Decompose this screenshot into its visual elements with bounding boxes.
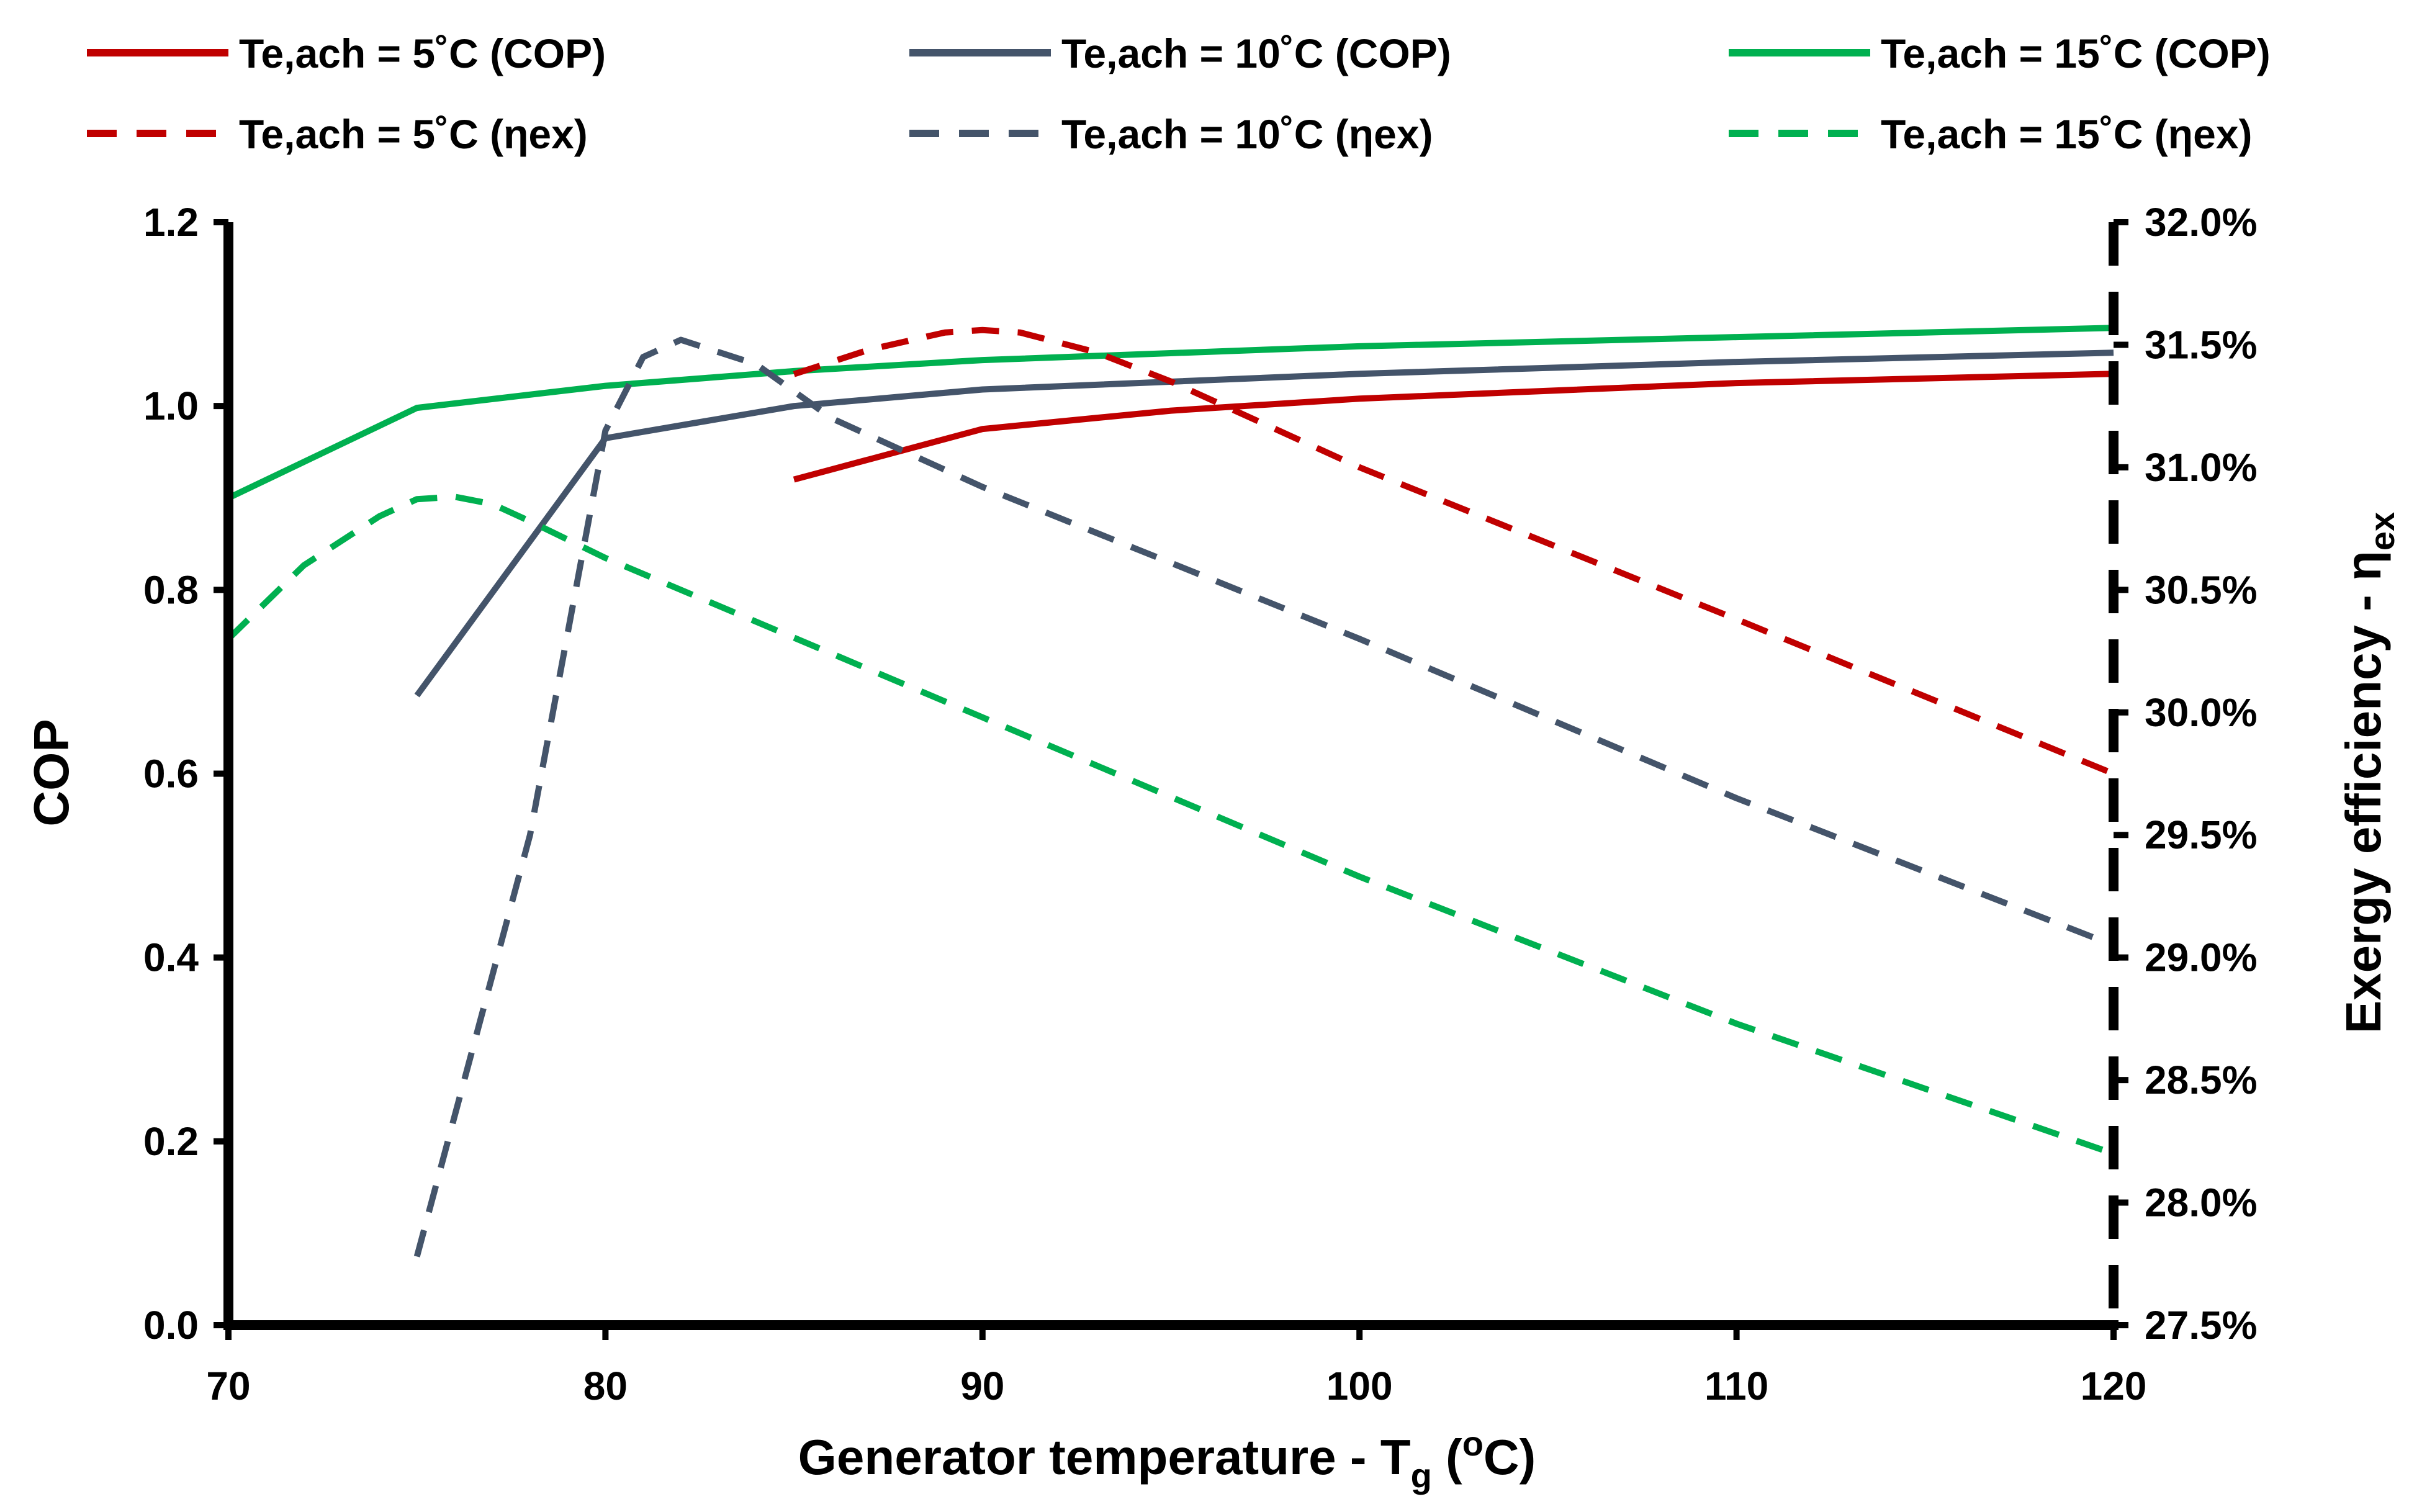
y-tick-label: 0.8 [143, 567, 199, 612]
legend-item-te-ach-10c-cop: Te,ach = 10˚C (COP) [909, 30, 1451, 76]
tick-labels: 0.0 0.2 0.4 0.6 0.8 1.0 1.2 27.5% 28.0% 28.5% 29.0… [143, 200, 2257, 1408]
legend-label: Te,ach = 5˚C (ηex) [239, 111, 588, 157]
x-tick-label: 80 [583, 1364, 628, 1408]
y2-tick-label: 29.5% [2145, 812, 2257, 857]
y2-axis-title: Exergy efficiency - ηex [2336, 512, 2402, 1033]
x-axis-title-unit-close: C) [1484, 1429, 1536, 1485]
y2-tick-label: 31.0% [2145, 445, 2257, 490]
legend-item-te-ach-5c-cop: Te,ach = 5˚C (COP) [87, 30, 606, 76]
legend-label: Te,ach = 5˚C (COP) [239, 30, 606, 76]
y2-tick-label: 31.5% [2145, 322, 2257, 367]
y2-tick-label: 29.0% [2145, 935, 2257, 980]
x-tick-label: 110 [1704, 1364, 1768, 1408]
series-line-te-ach-5c-etaex [793, 326, 2115, 777]
legend-label: Te,ach = 15˚C (COP) [1881, 30, 2271, 76]
y2-tick-label: 28.0% [2145, 1181, 2257, 1225]
x-tick-label: 100 [1326, 1364, 1393, 1408]
legend-item-te-ach-15c-cop: Te,ach = 15˚C (COP) [1729, 30, 2271, 76]
legend: Te,ach = 5˚C (COP) Te,ach = 10˚C (COP) Te,… [87, 30, 2271, 157]
x-axis-title-unit-open: ( [1432, 1429, 1462, 1485]
x-axis-title-main: Generator temperature - T [798, 1429, 1411, 1485]
y-axis-title: COP [24, 719, 79, 826]
legend-label: Te,ach = 15˚C (ηex) [1881, 111, 2252, 157]
y-tick-label: 0.2 [143, 1119, 199, 1164]
y2-tick-label: 32.0% [2145, 200, 2257, 245]
series-line-te-ach-15c-etaex [226, 493, 2115, 1157]
series-layer [226, 325, 2115, 1258]
y-tick-label: 1.0 [143, 384, 199, 428]
y-tick-label: 0.0 [143, 1303, 199, 1348]
y2-tick-label: 27.5% [2145, 1303, 2257, 1348]
axes [214, 219, 2128, 1340]
legend-item-te-ach-5c-etaex: Te,ach = 5˚C (ηex) [87, 111, 588, 157]
y2-tick-label: 28.5% [2145, 1058, 2257, 1102]
y2-tick-label: 30.5% [2145, 567, 2257, 612]
y2-tick-label: 30.0% [2145, 690, 2257, 735]
x-axis-title: Generator temperature - Tg (oC) [798, 1424, 1536, 1495]
y-tick-label: 0.6 [143, 752, 199, 796]
y-tick-label: 0.4 [143, 935, 199, 980]
legend-item-te-ach-15c-etaex: Te,ach = 15˚C (ηex) [1729, 111, 2252, 157]
x-tick-label: 120 [2081, 1364, 2147, 1408]
x-tick-label: 70 [206, 1364, 250, 1408]
legend-label: Te,ach = 10˚C (ηex) [1061, 111, 1433, 157]
y-tick-label: 1.2 [143, 200, 199, 245]
legend-item-te-ach-10c-etaex: Te,ach = 10˚C (ηex) [909, 111, 1433, 157]
y2-axis-title-main: Exergy efficiency - η [2336, 551, 2391, 1033]
series-line-te-ach-10c-etaex [413, 336, 2115, 1258]
series-line-te-ach-5c-cop [793, 371, 2114, 483]
x-axis-title-unit-sup: o [1462, 1424, 1484, 1463]
x-tick-label: 90 [960, 1364, 1004, 1408]
legend-label: Te,ach = 10˚C (COP) [1061, 30, 1451, 76]
y2-axis-title-sub: ex [2362, 512, 2402, 551]
series-line-te-ach-15c-cop [227, 325, 2114, 501]
x-axis-title-sub: g [1411, 1456, 1432, 1495]
